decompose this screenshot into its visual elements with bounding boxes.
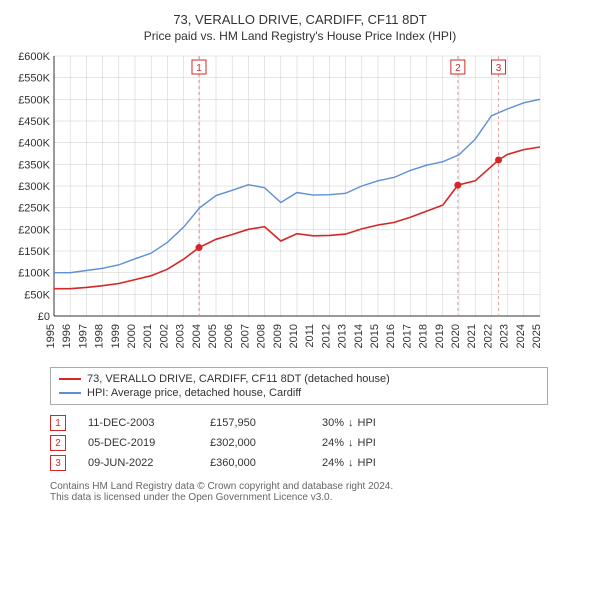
svg-text:2014: 2014 bbox=[353, 324, 365, 348]
svg-text:2019: 2019 bbox=[434, 324, 446, 348]
svg-text:2009: 2009 bbox=[272, 324, 284, 348]
svg-text:2023: 2023 bbox=[499, 324, 511, 348]
svg-text:£150K: £150K bbox=[18, 246, 50, 258]
svg-text:£400K: £400K bbox=[18, 138, 50, 150]
legend-box: 73, VERALLO DRIVE, CARDIFF, CF11 8DT (de… bbox=[50, 367, 548, 405]
arrow-down-icon: ↓ bbox=[348, 437, 354, 449]
svg-text:£550K: £550K bbox=[18, 73, 50, 85]
svg-text:2010: 2010 bbox=[288, 324, 300, 348]
svg-text:£200K: £200K bbox=[18, 224, 50, 236]
footer-line-2: This data is licensed under the Open Gov… bbox=[50, 492, 530, 503]
svg-text:£50K: £50K bbox=[24, 289, 50, 301]
svg-text:2006: 2006 bbox=[223, 324, 235, 348]
svg-text:3: 3 bbox=[496, 63, 502, 74]
transaction-marker-number: 2 bbox=[50, 435, 66, 451]
chart-title-desc: Price paid vs. HM Land Registry's House … bbox=[10, 29, 590, 43]
transaction-price: £157,950 bbox=[210, 417, 300, 429]
transaction-price: £360,000 bbox=[210, 457, 300, 469]
arrow-down-icon: ↓ bbox=[348, 457, 354, 469]
svg-text:2005: 2005 bbox=[207, 324, 219, 348]
legend-label: HPI: Average price, detached house, Card… bbox=[87, 387, 301, 399]
transaction-row: 1 11-DEC-2003 £157,950 30% ↓ HPI bbox=[50, 413, 530, 433]
svg-text:2024: 2024 bbox=[515, 324, 527, 348]
svg-text:1: 1 bbox=[196, 63, 202, 74]
svg-text:1995: 1995 bbox=[45, 324, 57, 348]
svg-text:£450K: £450K bbox=[18, 116, 50, 128]
transaction-price: £302,000 bbox=[210, 437, 300, 449]
pct-value: 24% bbox=[322, 437, 344, 449]
transaction-pct: 24% ↓ HPI bbox=[322, 437, 376, 449]
transaction-date: 05-DEC-2019 bbox=[88, 437, 188, 449]
svg-text:£300K: £300K bbox=[18, 181, 50, 193]
svg-text:2011: 2011 bbox=[304, 324, 316, 348]
svg-text:2016: 2016 bbox=[385, 324, 397, 348]
svg-text:2017: 2017 bbox=[401, 324, 413, 348]
svg-text:£350K: £350K bbox=[18, 159, 50, 171]
pct-suffix: HPI bbox=[358, 417, 376, 429]
svg-text:2002: 2002 bbox=[158, 324, 170, 348]
svg-text:1999: 1999 bbox=[110, 324, 122, 348]
legend-item: 73, VERALLO DRIVE, CARDIFF, CF11 8DT (de… bbox=[59, 372, 539, 386]
svg-text:2012: 2012 bbox=[320, 324, 332, 348]
svg-text:2004: 2004 bbox=[191, 324, 203, 348]
pct-value: 24% bbox=[322, 457, 344, 469]
svg-text:2003: 2003 bbox=[175, 324, 187, 348]
transaction-pct: 30% ↓ HPI bbox=[322, 417, 376, 429]
price-chart: £0 £50K £100K £150K £200K £250K £300K £350K £400… bbox=[10, 51, 550, 361]
footer-attribution: Contains HM Land Registry data © Crown c… bbox=[50, 481, 530, 503]
transaction-marker-number: 1 bbox=[50, 415, 66, 431]
transaction-date: 11-DEC-2003 bbox=[88, 417, 188, 429]
svg-text:2025: 2025 bbox=[531, 324, 543, 348]
svg-text:2020: 2020 bbox=[450, 324, 462, 348]
svg-text:2000: 2000 bbox=[126, 324, 138, 348]
chart-container: £0 £50K £100K £150K £200K £250K £300K £350K £400… bbox=[10, 51, 590, 361]
pct-value: 30% bbox=[322, 417, 344, 429]
transaction-marker-number: 3 bbox=[50, 455, 66, 471]
svg-text:£250K: £250K bbox=[18, 203, 50, 215]
transaction-pct: 24% ↓ HPI bbox=[322, 457, 376, 469]
arrow-down-icon: ↓ bbox=[348, 417, 354, 429]
legend-line-icon bbox=[59, 392, 81, 394]
svg-text:2013: 2013 bbox=[337, 324, 349, 348]
svg-text:2022: 2022 bbox=[482, 324, 494, 348]
svg-text:2021: 2021 bbox=[466, 324, 478, 348]
svg-text:2008: 2008 bbox=[256, 324, 268, 348]
svg-text:£500K: £500K bbox=[18, 94, 50, 106]
legend-line-icon bbox=[59, 378, 81, 380]
legend-item: HPI: Average price, detached house, Card… bbox=[59, 386, 539, 400]
svg-text:2015: 2015 bbox=[369, 324, 381, 348]
transactions-table: 1 11-DEC-2003 £157,950 30% ↓ HPI 2 05-DEC-201… bbox=[50, 413, 530, 473]
transaction-row: 2 05-DEC-2019 £302,000 24% ↓ HPI bbox=[50, 433, 530, 453]
svg-text:£600K: £600K bbox=[18, 51, 50, 63]
footer-line-1: Contains HM Land Registry data © Crown c… bbox=[50, 481, 530, 492]
transaction-date: 09-JUN-2022 bbox=[88, 457, 188, 469]
svg-text:2018: 2018 bbox=[418, 324, 430, 348]
svg-text:1996: 1996 bbox=[61, 324, 73, 348]
svg-text:2007: 2007 bbox=[239, 324, 251, 348]
svg-text:1998: 1998 bbox=[94, 324, 106, 348]
chart-title-address: 73, VERALLO DRIVE, CARDIFF, CF11 8DT bbox=[10, 12, 590, 27]
transaction-row: 3 09-JUN-2022 £360,000 24% ↓ HPI bbox=[50, 453, 530, 473]
svg-text:£0: £0 bbox=[38, 311, 50, 323]
svg-text:2001: 2001 bbox=[142, 324, 154, 348]
pct-suffix: HPI bbox=[358, 457, 376, 469]
pct-suffix: HPI bbox=[358, 437, 376, 449]
svg-text:£100K: £100K bbox=[18, 268, 50, 280]
legend-label: 73, VERALLO DRIVE, CARDIFF, CF11 8DT (de… bbox=[87, 373, 390, 385]
svg-text:1997: 1997 bbox=[77, 324, 89, 348]
svg-text:2: 2 bbox=[455, 63, 461, 74]
